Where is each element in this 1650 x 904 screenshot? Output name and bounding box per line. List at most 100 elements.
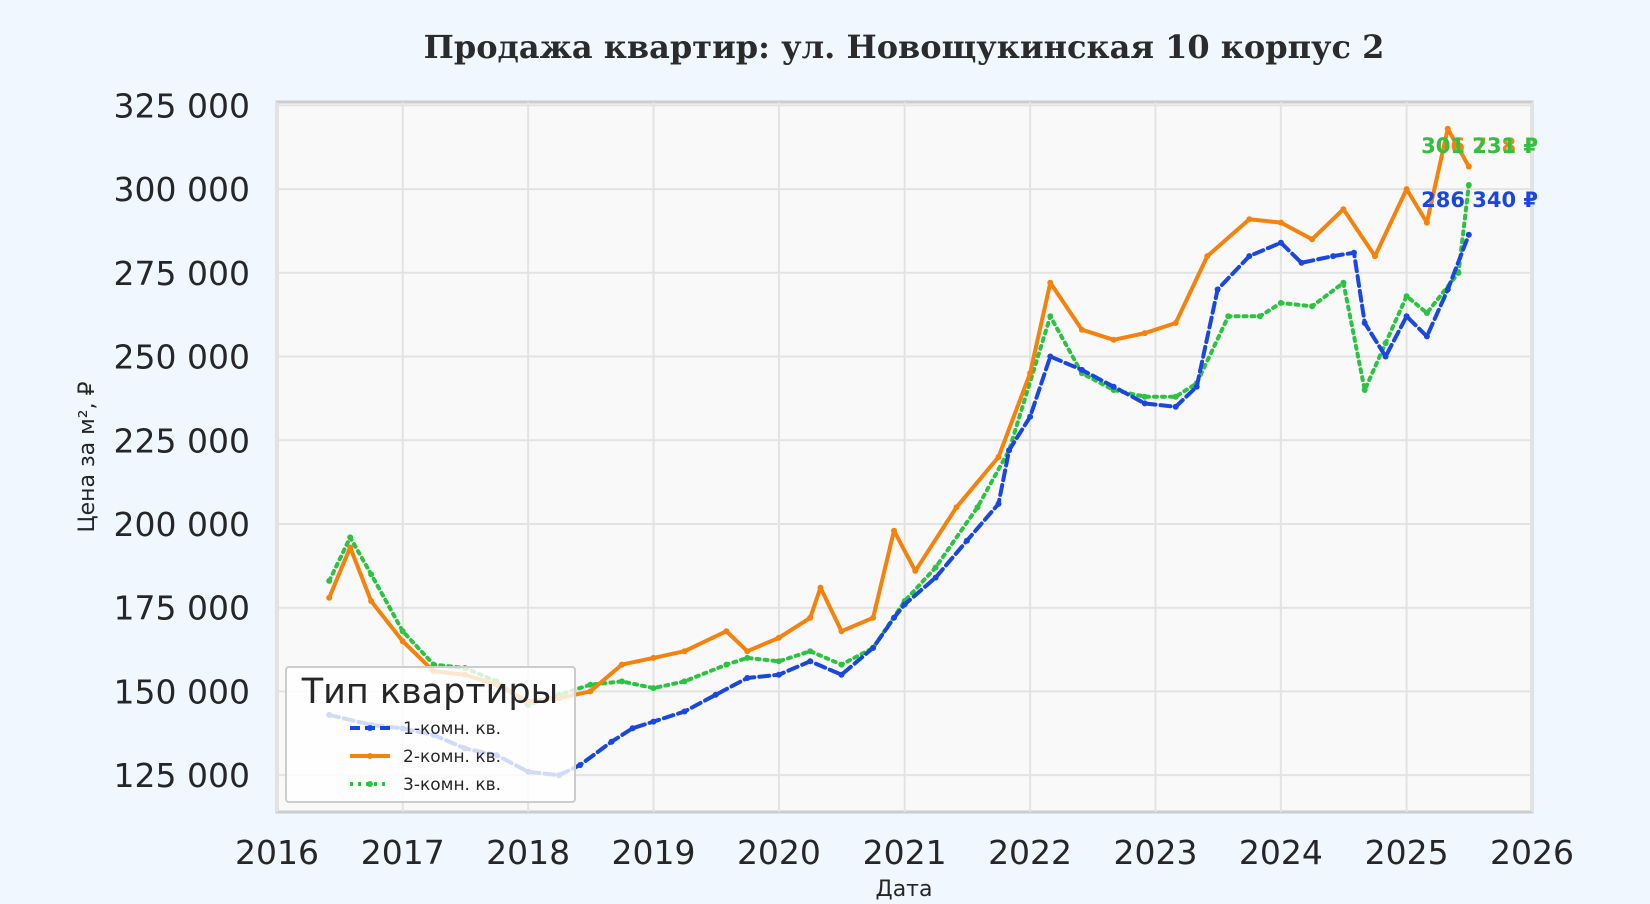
y-tick-label: 175 000 <box>114 589 250 628</box>
series-3-point <box>347 534 354 541</box>
series-1-point <box>650 718 657 725</box>
series-1-point <box>1403 313 1410 320</box>
series-3-point <box>1172 393 1179 400</box>
series-1-point <box>1027 413 1034 420</box>
series-1-point <box>901 601 908 608</box>
series-2-point <box>995 454 1002 460</box>
legend-marker-3 <box>367 781 373 787</box>
series-2-point <box>587 688 594 695</box>
series-2-point <box>838 628 845 635</box>
series-1-point <box>870 644 877 651</box>
chart-title: Продажа квартир: ул. Новощукинская 10 ко… <box>424 28 1385 66</box>
y-tick-label: 150 000 <box>114 672 250 711</box>
grid <box>276 102 1533 812</box>
series-3-point <box>1256 313 1263 320</box>
series-1-point <box>807 658 814 665</box>
series-1-point <box>1382 353 1389 360</box>
series-3-point <box>807 648 814 655</box>
series-2-point <box>1309 236 1316 243</box>
series-2-point <box>775 634 782 641</box>
series-1-point <box>629 725 636 732</box>
legend-title: Тип квартиры <box>301 672 559 712</box>
series-3-point <box>974 504 981 511</box>
series-1-point <box>1047 353 1054 360</box>
series-2-point <box>1340 206 1347 213</box>
series-3-point <box>650 685 657 692</box>
series-1-point <box>932 574 939 581</box>
series-1-last-value-label: 286 340 ₽ <box>1421 188 1538 212</box>
series-3-point <box>1277 299 1284 306</box>
series-2-point <box>1110 336 1117 343</box>
series-1-point <box>891 614 897 621</box>
end-labels: 306 738 ₽301 231 ₽ 286 340 ₽ <box>1421 134 1538 212</box>
series-3-point <box>838 661 845 668</box>
series-1-point <box>608 738 615 745</box>
series-3-point <box>744 654 751 661</box>
series-2-point <box>368 598 375 604</box>
x-tick-label: 2024 <box>1239 833 1323 872</box>
series-3-point <box>587 681 594 688</box>
series-1-point <box>1214 286 1221 293</box>
legend-box <box>285 666 576 803</box>
y-axis-ticks: 125 000 150 000 175 000 200 000 225 000 250 0… <box>114 86 250 795</box>
series-3-point <box>775 658 782 665</box>
series-2-point <box>1444 125 1451 132</box>
legend-label-3: 3-комн. кв. <box>403 775 501 795</box>
y-tick-label: 325 000 <box>114 86 250 125</box>
series-2-point <box>953 504 960 511</box>
y-tick-label: 225 000 <box>114 421 250 460</box>
legend-items: 1-комн. кв. 2-комн. кв. 3-комн. кв. <box>350 719 501 795</box>
series-2-point <box>399 638 406 645</box>
x-tick-label: 2025 <box>1365 833 1449 872</box>
series-1-point <box>712 691 719 698</box>
series-1-point <box>1006 447 1013 454</box>
series-1-point <box>1361 320 1368 326</box>
series-1-point <box>838 671 845 678</box>
series-3-point <box>1309 303 1316 310</box>
series-2-point <box>1403 186 1410 193</box>
series-3-point <box>1361 387 1368 393</box>
y-tick-label: 300 000 <box>114 170 250 209</box>
series-1-point <box>775 671 782 678</box>
series-1-point <box>744 675 751 681</box>
series-2-point <box>618 661 625 668</box>
series-2-point <box>1047 279 1054 286</box>
series-1-point <box>995 500 1002 507</box>
series-2-point <box>1141 330 1148 337</box>
x-tick-label: 2022 <box>988 833 1072 872</box>
y-tick-label: 125 000 <box>114 756 250 795</box>
x-axis-ticks: 2016 2017 2018 2019 2020 2021 2022 2023 2024 2025… <box>235 833 1574 872</box>
x-tick-label: 2017 <box>361 833 445 872</box>
series-2-point <box>1246 216 1253 223</box>
x-tick-label: 2021 <box>863 833 947 872</box>
series-1-point <box>963 537 970 544</box>
x-tick-label: 2020 <box>737 833 821 872</box>
y-tick-label: 200 000 <box>114 505 250 544</box>
series-2-point <box>1078 326 1085 333</box>
series-3-last-value-label: 301 231 ₽ <box>1421 134 1538 158</box>
series-3-point <box>1047 313 1054 320</box>
series-3-point <box>1423 310 1430 316</box>
series-2-point <box>1204 253 1211 260</box>
series-3-point <box>399 628 406 635</box>
series-1-point <box>1423 333 1430 340</box>
series-1-point <box>1193 383 1200 390</box>
series-3-point <box>932 564 939 571</box>
series-3-point <box>723 661 730 668</box>
series-2-point <box>1423 219 1430 226</box>
series-2-point <box>1172 320 1179 326</box>
series-3-point <box>1455 269 1462 276</box>
series-3-point <box>326 577 333 584</box>
x-tick-label: 2023 <box>1113 833 1197 872</box>
series-1-point <box>1465 231 1472 238</box>
series-2-point <box>870 614 877 621</box>
y-tick-label: 250 000 <box>114 338 250 377</box>
x-tick-label: 2026 <box>1490 833 1574 872</box>
series-3-point <box>368 571 375 578</box>
series-1-point <box>1078 366 1085 373</box>
series-3-point <box>1225 313 1232 320</box>
series-2-point <box>1277 219 1284 226</box>
series-1-point <box>1246 253 1253 260</box>
legend: Тип квартиры 1-комн. кв. 2-комн. кв. 3-ком… <box>285 666 576 803</box>
series-1-point <box>1298 259 1305 266</box>
